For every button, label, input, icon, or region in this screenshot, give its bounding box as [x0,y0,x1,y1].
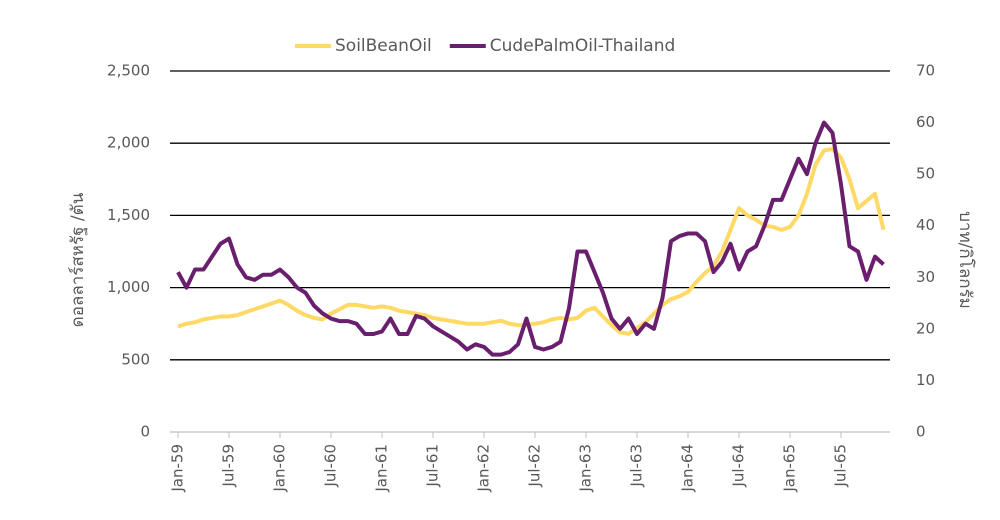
x-tick-label: Jul-61 [424,444,442,488]
legend-label: CudePalmOil-Thailand [490,36,676,56]
y-tick-label: 2,000 [107,134,150,152]
y-tick-label: 1,500 [107,206,150,224]
y2-tick-label: 30 [916,268,935,286]
x-tick-label: Jan-65 [781,444,799,493]
y2-tick-label: 0 [916,423,926,441]
series-line [177,146,886,336]
y2-tick-label: 20 [916,319,935,337]
y-tick-label: 2,500 [107,62,150,80]
y2-tick-label: 40 [916,216,935,234]
y-tick-label: 500 [121,350,150,368]
y-axis-label: ดอลลาร์สหรัฐ /ตัน [68,192,88,327]
x-tick-label: Jul-59 [220,444,238,488]
x-tick-label: Jul-60 [322,444,340,488]
x-tick-label: Jul-62 [526,444,544,488]
y2-tick-label: 70 [916,62,935,80]
y-tick-label: 0 [140,423,150,441]
y2-tick-label: 60 [916,113,935,131]
x-tick-label: Jan-64 [679,444,697,493]
x-tick-label: Jul-63 [628,444,646,488]
y2-tick-label: 50 [916,165,935,183]
legend-label: SoilBeanOil [335,36,432,56]
x-tick-label: Jan-60 [271,444,289,493]
x-tick-label: Jul-65 [832,444,850,488]
y2-axis-label: บาท/กิโลกรัม [955,211,976,309]
x-tick-label: Jan-59 [169,444,187,493]
x-tick-label: Jan-61 [373,444,391,493]
y-tick-label: 1,000 [107,278,150,296]
x-tick-label: Jan-63 [577,444,595,493]
series-line [176,120,885,357]
x-tick-label: Jan-62 [475,444,493,493]
x-tick-label: Jul-64 [730,444,748,488]
y2-tick-label: 10 [916,371,935,389]
